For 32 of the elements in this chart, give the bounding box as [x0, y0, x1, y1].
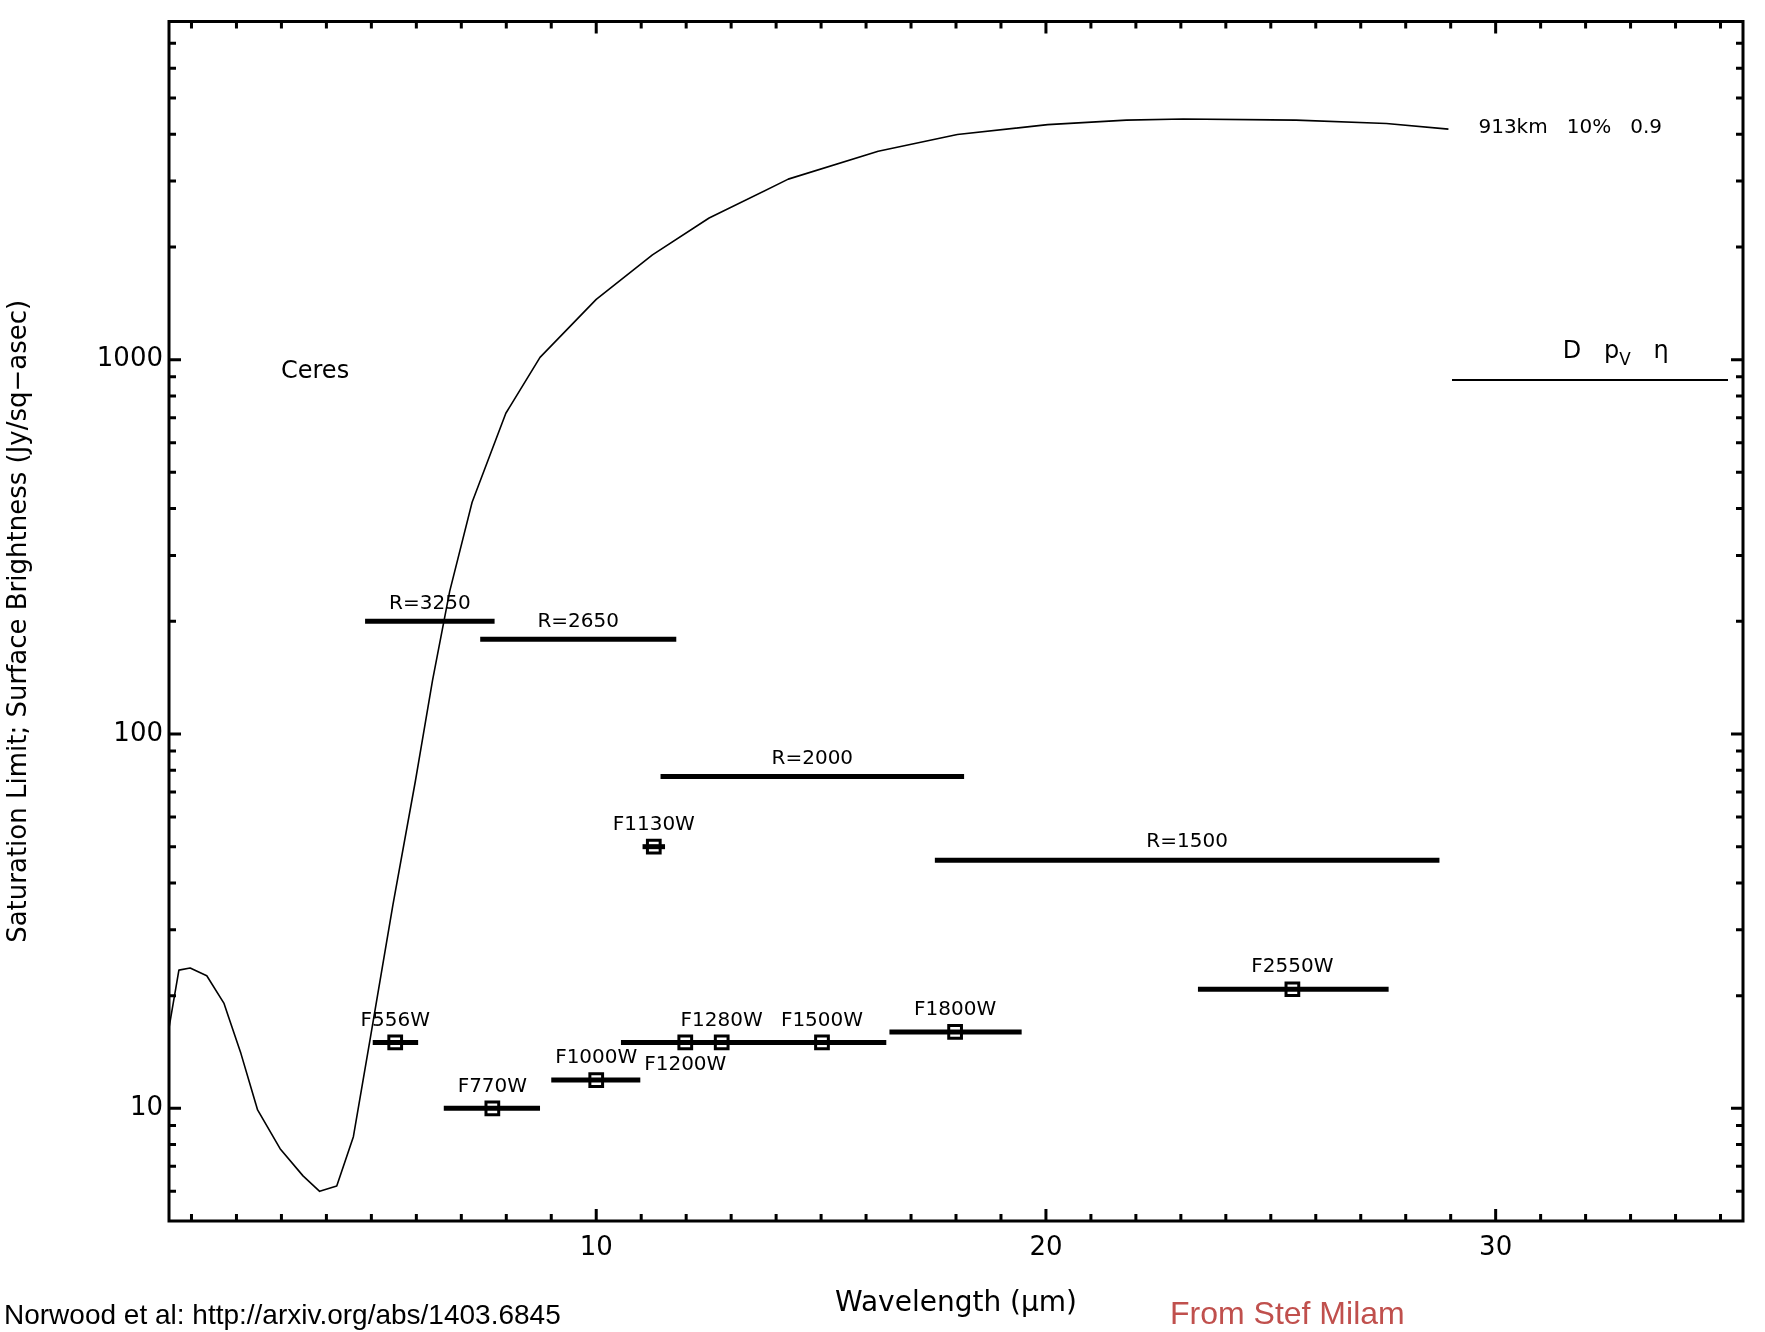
point	[645, 838, 662, 855]
y-tick-label: 100	[113, 716, 163, 747]
series-label: 913km 10% 0.9	[1478, 114, 1663, 139]
point	[484, 1100, 501, 1117]
point	[677, 1034, 694, 1051]
point	[387, 1034, 404, 1051]
point	[1284, 981, 1301, 998]
series-label: F1800W	[914, 996, 997, 1021]
x-tick-label: 30	[1479, 1231, 1513, 1262]
series-label: F1130W	[612, 810, 696, 835]
point	[814, 1034, 830, 1051]
y-axis-title: Saturation Limit; Surface Brightness (Jy/sq−asec)	[2, 299, 33, 943]
series-label: F770W	[457, 1072, 528, 1097]
x-axis-title: Wavelength (μm)	[835, 1285, 1077, 1319]
series-label: F1000W	[555, 1044, 638, 1069]
annotation: Ceres	[281, 355, 350, 384]
series-label: R=2650	[537, 607, 620, 632]
series-label: R=2000	[771, 744, 854, 769]
point	[588, 1072, 605, 1088]
y-tick-label: 1000	[96, 342, 163, 373]
point	[713, 1034, 730, 1051]
series-label: F1500W	[780, 1006, 864, 1031]
series-label: F1280W	[680, 1006, 764, 1031]
y-tick-label: 10	[129, 1091, 163, 1122]
series-label: F2550W	[1251, 953, 1334, 978]
x-tick-label: 20	[1029, 1231, 1063, 1262]
x-tick-label: 10	[579, 1231, 613, 1262]
series-label: R=1500	[1146, 828, 1228, 853]
text: Norwood et al: http://arxiv.org/abs/1403.6845	[4, 1299, 561, 1330]
text: From Stef Milam	[1170, 1295, 1405, 1331]
point	[947, 1024, 963, 1040]
series-label: F1200W	[644, 1050, 727, 1075]
